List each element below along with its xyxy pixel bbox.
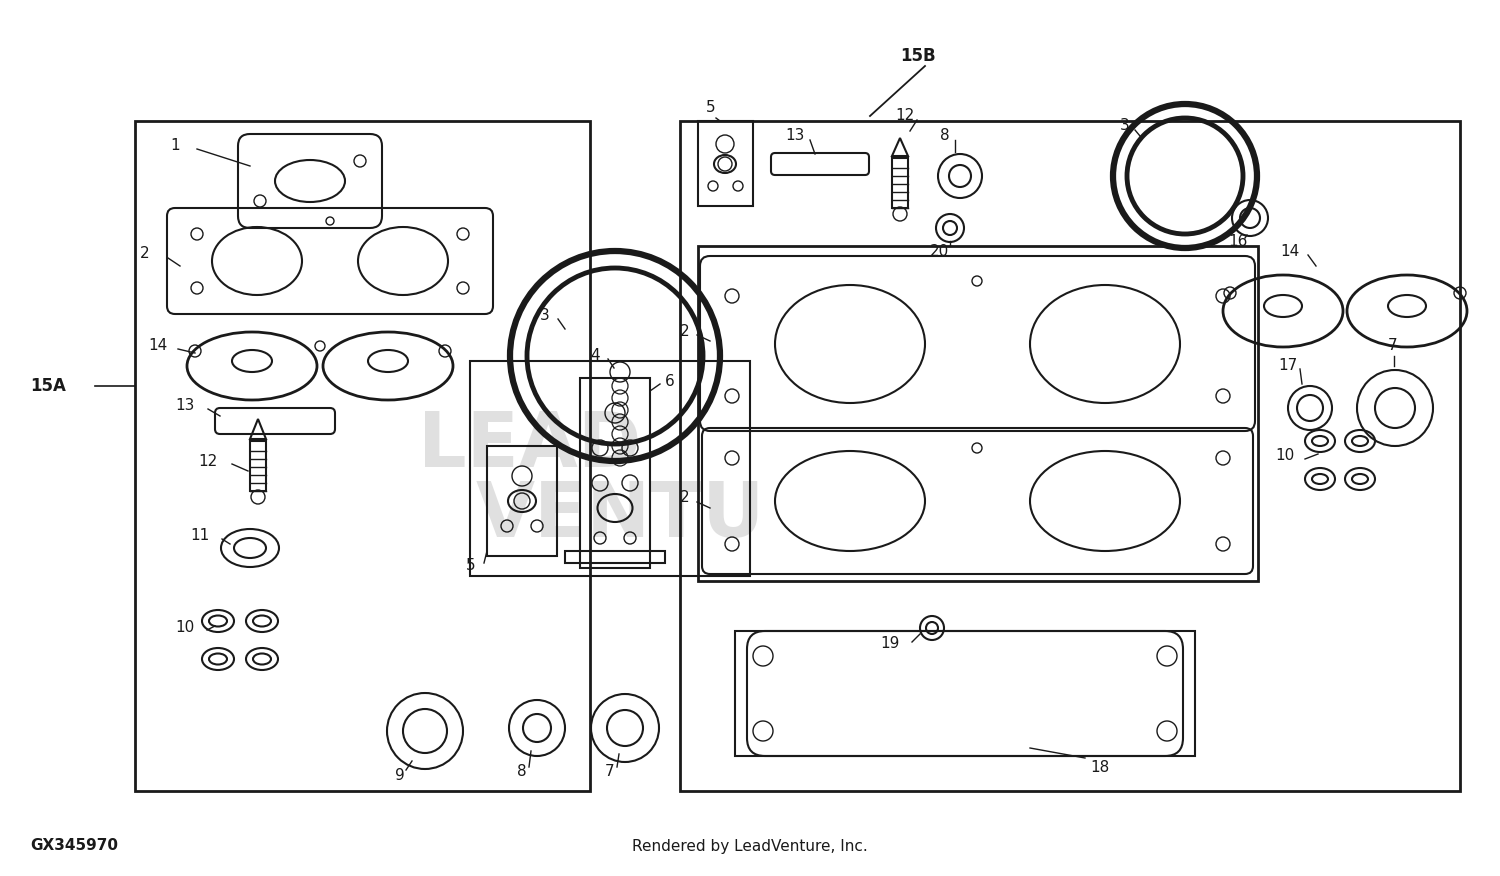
Text: 17: 17 <box>1278 358 1298 373</box>
Text: 1: 1 <box>170 138 180 153</box>
Text: 7: 7 <box>1388 338 1398 354</box>
Text: 9: 9 <box>394 768 405 783</box>
Bar <box>698 246 1258 581</box>
Text: 19: 19 <box>880 637 900 652</box>
Text: 4: 4 <box>590 349 600 364</box>
Text: GX345970: GX345970 <box>30 838 118 853</box>
Bar <box>698 121 753 206</box>
Bar <box>680 121 1460 791</box>
Bar <box>488 446 556 556</box>
Bar <box>580 378 650 568</box>
Text: VENTU: VENTU <box>476 479 765 553</box>
Text: 11: 11 <box>190 528 208 543</box>
Text: 16: 16 <box>1228 234 1248 249</box>
Text: 2: 2 <box>140 246 150 262</box>
Text: 13: 13 <box>784 129 804 144</box>
Text: Rendered by LeadVenture, Inc.: Rendered by LeadVenture, Inc. <box>632 838 868 853</box>
Text: 10: 10 <box>1275 449 1294 463</box>
Bar <box>251 441 266 491</box>
Text: 2: 2 <box>680 323 690 338</box>
Text: 14: 14 <box>148 338 168 354</box>
Text: 15A: 15A <box>30 377 66 395</box>
Bar <box>566 551 664 563</box>
Text: 2: 2 <box>680 491 690 505</box>
Text: 13: 13 <box>176 399 195 413</box>
Text: 10: 10 <box>176 620 195 635</box>
Text: 3: 3 <box>540 308 549 323</box>
Text: 15B: 15B <box>900 47 936 65</box>
Text: 3: 3 <box>1120 118 1130 133</box>
Bar <box>470 361 750 576</box>
Text: 8: 8 <box>940 129 950 144</box>
Text: 7: 7 <box>604 765 615 780</box>
Bar <box>892 158 908 208</box>
Text: 5: 5 <box>706 101 716 116</box>
Text: 8: 8 <box>518 765 526 780</box>
Text: 6: 6 <box>664 373 675 388</box>
Text: 12: 12 <box>198 454 217 469</box>
Text: 20: 20 <box>930 244 950 258</box>
Text: 12: 12 <box>896 109 914 124</box>
Text: 18: 18 <box>1090 760 1108 775</box>
Text: LEAD: LEAD <box>419 409 642 483</box>
Bar <box>135 121 590 791</box>
Bar <box>735 631 1196 756</box>
Text: 5: 5 <box>466 559 476 574</box>
Text: 14: 14 <box>1280 244 1299 258</box>
